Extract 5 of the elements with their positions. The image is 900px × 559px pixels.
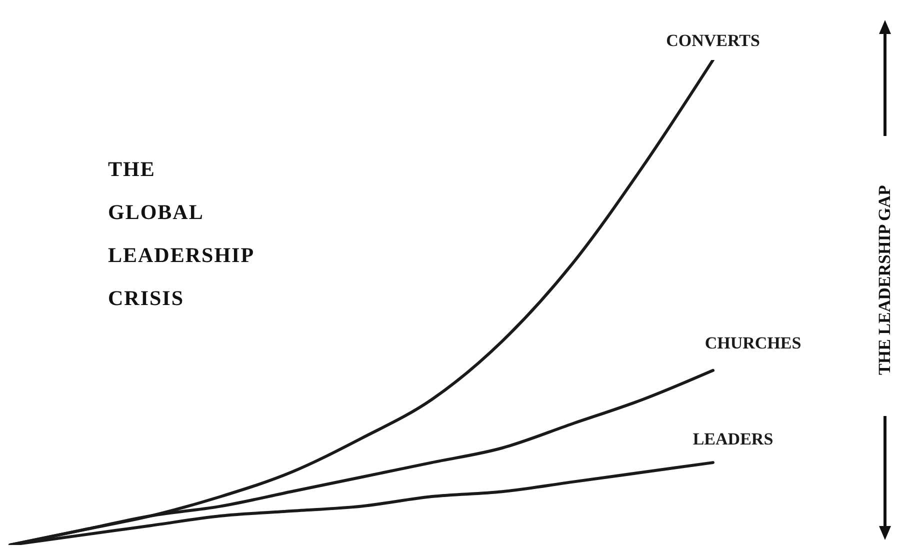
text: THE GLOBAL LEADERSHIP CRISIS: [108, 156, 255, 312]
text: THE LEADERSHIP GAP: [875, 184, 895, 377]
series-label: CHURCHES: [704, 333, 802, 352]
series-label: CONVERTS: [666, 31, 760, 50]
series-label: LEADERS: [692, 430, 774, 449]
